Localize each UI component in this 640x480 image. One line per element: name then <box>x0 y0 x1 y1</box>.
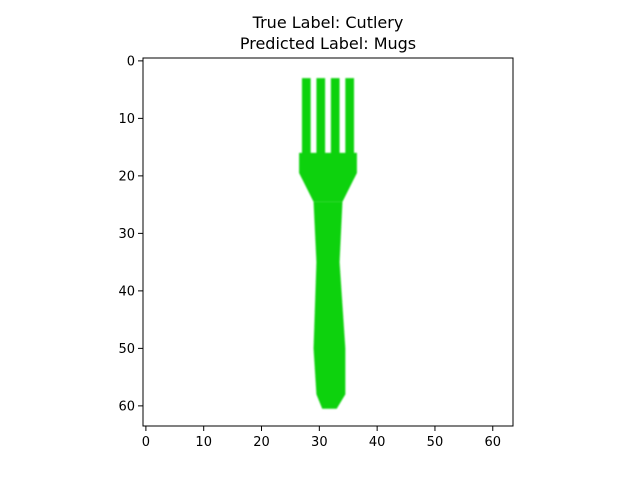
x-tick-label: 30 <box>311 435 328 450</box>
y-axis: 0 10 20 30 40 50 60 <box>118 54 143 414</box>
y-tick-label: 30 <box>118 227 135 242</box>
fork-tine-1 <box>301 78 311 159</box>
x-tick-label: 60 <box>484 435 501 450</box>
y-tick-label: 10 <box>118 112 135 127</box>
fork-handle <box>313 201 346 409</box>
y-tick-label: 0 <box>127 54 135 69</box>
x-tick-label: 20 <box>253 435 270 450</box>
x-tick-label: 0 <box>142 435 150 450</box>
title-line-2: Predicted Label: Mugs <box>240 34 416 53</box>
fork-neck <box>299 173 357 202</box>
x-tick-label: 10 <box>195 435 212 450</box>
y-tick-label: 50 <box>118 342 135 357</box>
axes-frame <box>142 57 514 427</box>
fork-tine-3 <box>330 78 340 159</box>
x-tick-label: 50 <box>427 435 444 450</box>
fork-image <box>299 78 357 409</box>
y-tick-label: 20 <box>118 169 135 184</box>
fork-tine-4 <box>345 78 355 159</box>
y-tick-label: 40 <box>118 284 135 299</box>
title-line-1: True Label: Cutlery <box>252 13 404 32</box>
image-plot <box>143 58 513 426</box>
fork-tine-2 <box>316 78 326 159</box>
x-tick-label: 40 <box>369 435 386 450</box>
x-axis: 0 10 20 30 40 50 60 <box>142 426 501 450</box>
fork-head <box>299 152 357 173</box>
y-tick-label: 60 <box>118 399 135 414</box>
